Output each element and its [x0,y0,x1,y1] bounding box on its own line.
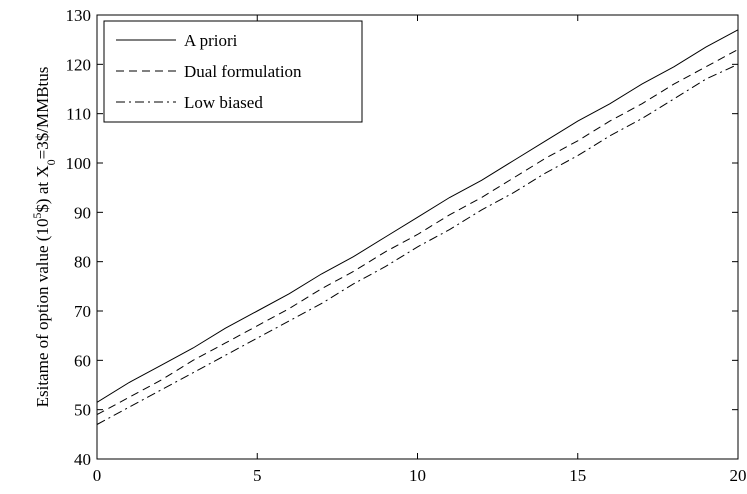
x-tick-label: 10 [409,466,426,485]
y-axis-title-exponent: 5 [30,213,44,219]
y-tick-label: 40 [74,450,91,469]
legend: A priori Dual formulation Low biased [103,20,363,123]
series-line-low-biased [97,63,738,425]
y-axis-title-prefix: Esitame of option value (10 [33,219,52,408]
y-axis-title: Esitame of option value (105$) at X0=3$/… [30,67,58,408]
x-tick-label: 20 [730,466,747,485]
legend-label-dual-formulation: Dual formulation [184,62,302,81]
legend-label-a-priori: A priori [184,31,238,50]
series-line-a-priori [97,29,738,403]
tick-marks [96,14,739,460]
y-tick-label: 100 [66,154,92,173]
series-lines [97,29,738,425]
y-axis-title-mid: $) at X [33,165,52,212]
y-tick-label: 50 [74,401,91,420]
tick-labels: 0 5 10 15 20 40 50 60 70 80 90 100 110 120 130 [66,6,747,485]
x-tick-label: 5 [253,466,262,485]
x-tick-label: 0 [93,466,102,485]
legend-label-low-biased: Low biased [184,93,263,112]
series-line-dual-formulation [97,49,738,416]
y-tick-label: 110 [66,105,91,124]
y-axis-title-suffix: =3$/MMBtus [33,67,52,160]
y-tick-label: 60 [74,351,91,370]
y-tick-label: 130 [66,6,92,25]
y-axis-title-subscript: 0 [44,159,58,165]
y-tick-label: 90 [74,203,91,222]
y-tick-label: 120 [66,55,92,74]
y-tick-label: 70 [74,302,91,321]
y-tick-label: 80 [74,253,91,272]
x-tick-label: 15 [569,466,586,485]
